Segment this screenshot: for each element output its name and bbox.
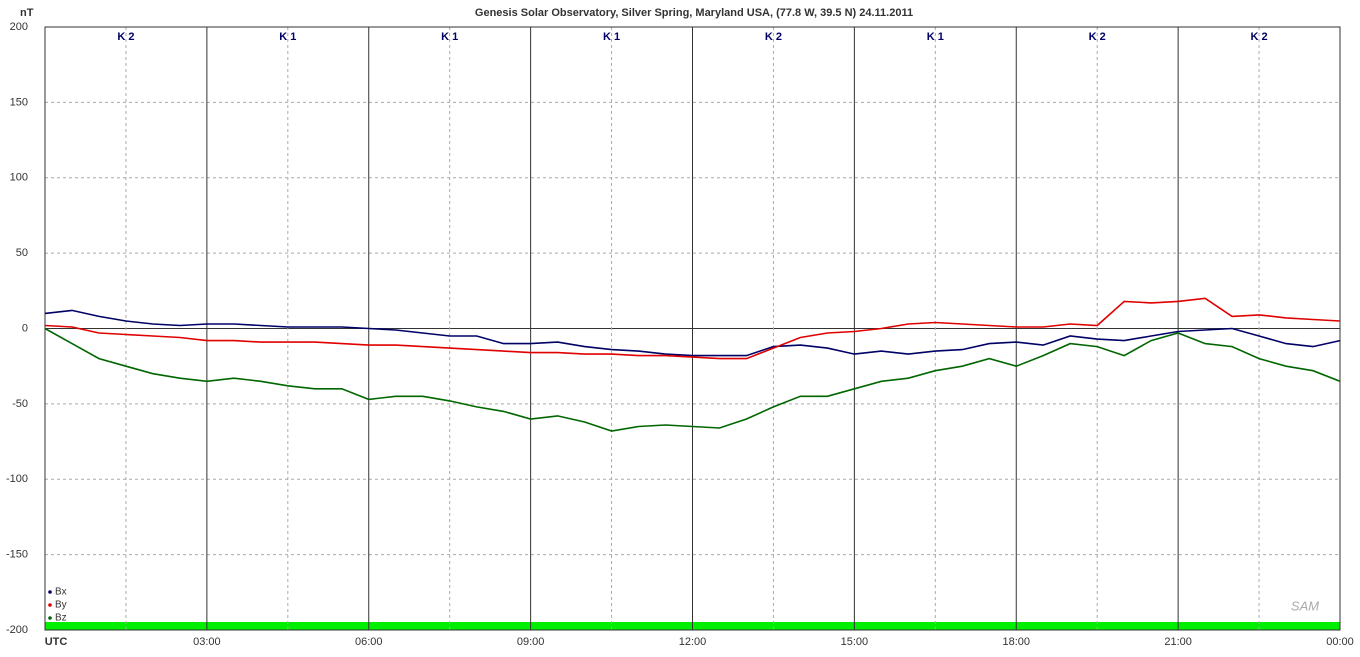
y-tick-label: 0 <box>22 322 28 334</box>
y-tick-label: -200 <box>6 624 28 636</box>
legend-marker <box>48 590 52 594</box>
k-index-label: K 1 <box>441 31 458 43</box>
y-tick-label: -100 <box>6 473 28 485</box>
y-tick-label: -150 <box>6 549 28 561</box>
data-line <box>44 297 1341 360</box>
k-index-label: K 1 <box>603 31 620 43</box>
x-tick-label: 00:00 <box>1326 636 1354 648</box>
k-index-label: K 2 <box>1089 31 1106 43</box>
k-index-label: K 2 <box>1251 31 1268 43</box>
y-tick-label: -50 <box>12 398 28 410</box>
legend-marker <box>48 603 52 607</box>
data-line <box>44 309 1341 357</box>
k-index-label: K 2 <box>117 31 134 43</box>
legend-label: By <box>55 600 67 611</box>
y-tick-label: 150 <box>10 96 28 108</box>
y-tick-label: 100 <box>10 172 28 184</box>
x-tick-label: UTC <box>45 636 68 648</box>
x-tick-label: 12:00 <box>679 636 707 648</box>
legend-label: Bz <box>55 613 67 624</box>
k-index-label: K 1 <box>279 31 296 43</box>
y-axis-label: nT <box>20 7 34 19</box>
x-tick-label: 15:00 <box>841 636 869 648</box>
chart-title: Genesis Solar Observatory, Silver Spring… <box>475 7 913 19</box>
legend-label: Bx <box>55 587 67 598</box>
legend-marker <box>48 616 52 620</box>
x-tick-label: 06:00 <box>355 636 383 648</box>
k-index-label: K 2 <box>765 31 782 43</box>
x-tick-label: 09:00 <box>517 636 545 648</box>
x-tick-label: 21:00 <box>1164 636 1192 648</box>
x-tick-label: 18:00 <box>1002 636 1030 648</box>
y-tick-label: 200 <box>10 21 28 33</box>
k-index-label: K 1 <box>927 31 944 43</box>
y-tick-label: 50 <box>16 247 28 259</box>
x-tick-label: 03:00 <box>193 636 221 648</box>
data-line <box>44 327 1341 432</box>
logo: SAM <box>1291 598 1319 613</box>
